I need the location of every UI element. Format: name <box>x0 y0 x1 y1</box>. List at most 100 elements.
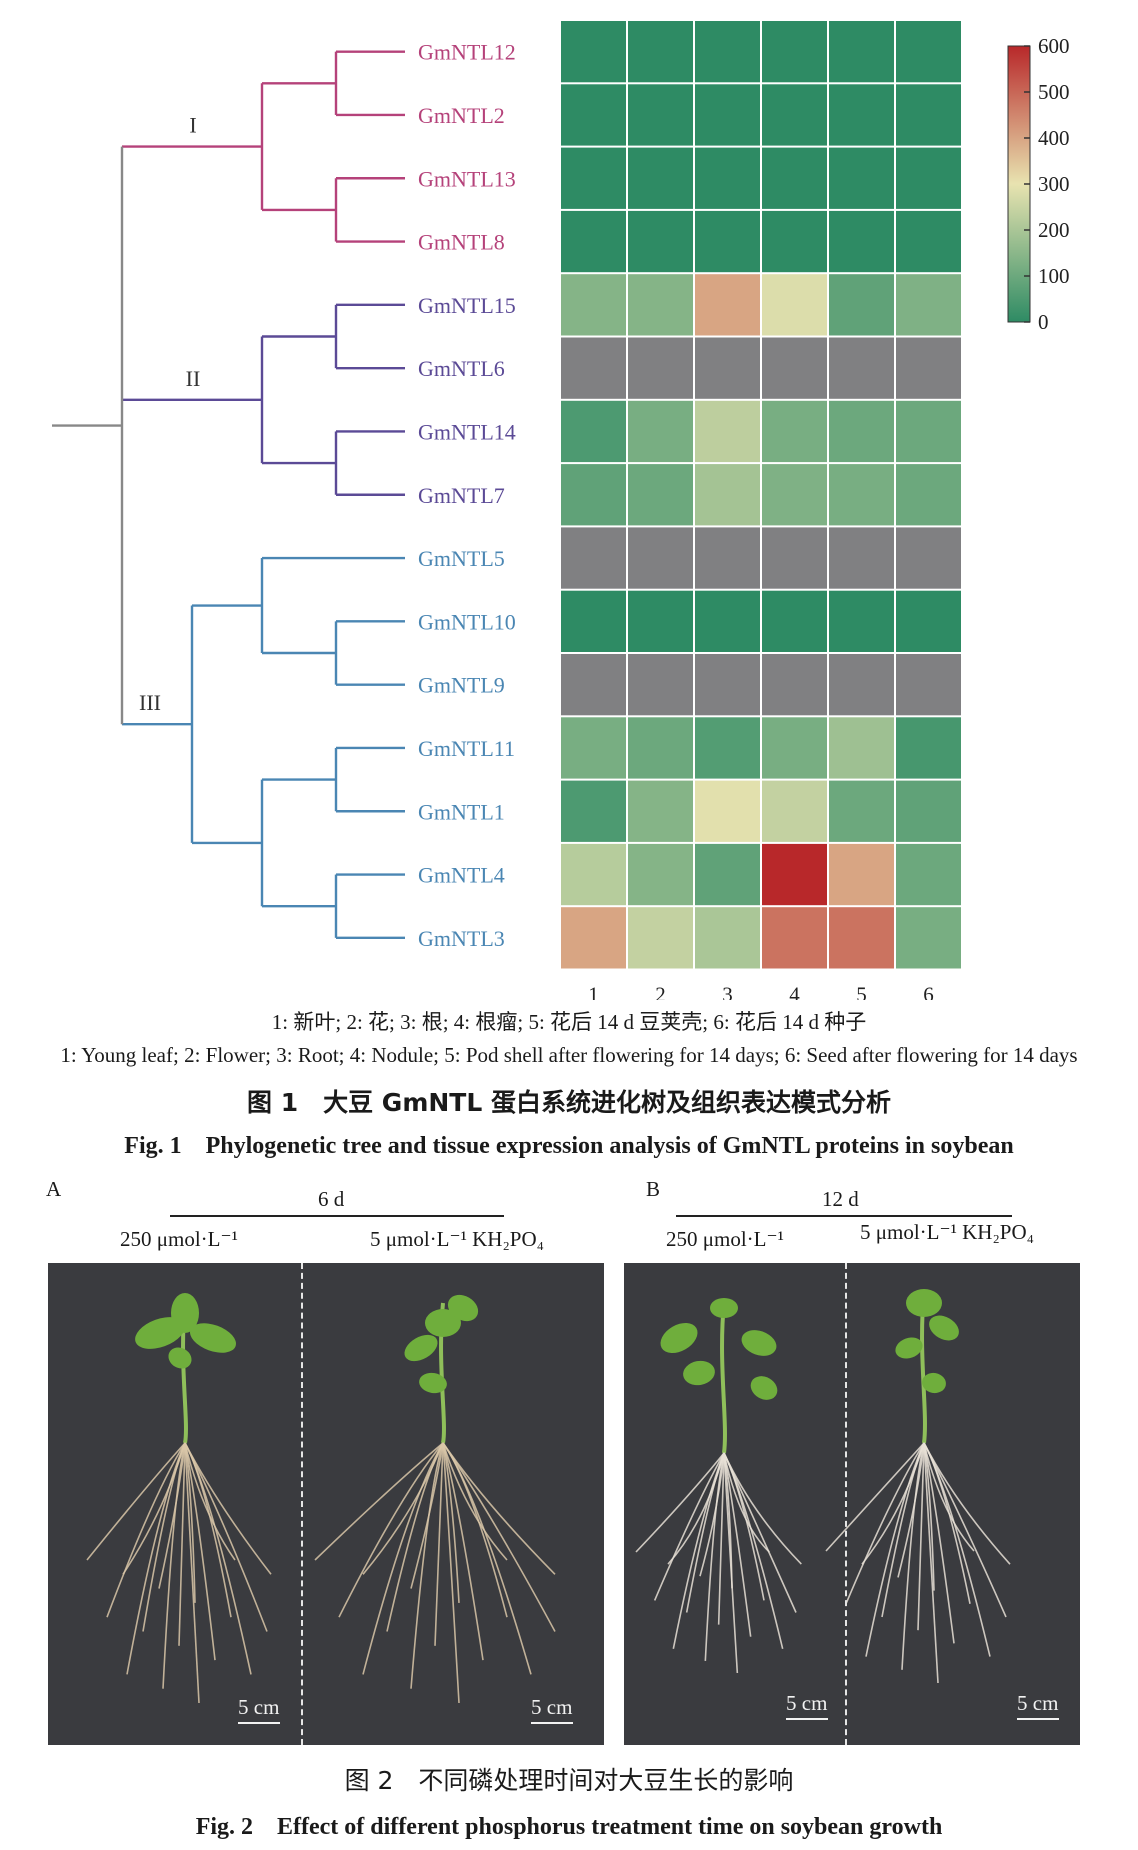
heatmap-cell <box>896 464 961 526</box>
heatmap-cell <box>829 590 894 652</box>
heatmap-cell <box>628 21 693 83</box>
heatmap-cell <box>561 590 626 652</box>
heatmap-cell <box>829 337 894 399</box>
heatmap-cell <box>762 274 827 336</box>
heatmap-cell <box>628 527 693 589</box>
gene-label: GmNTL7 <box>418 483 505 508</box>
panel-a-duration-bar <box>170 1215 504 1217</box>
gene-label: GmNTL11 <box>418 736 515 761</box>
x-tick-label: 6 <box>923 983 934 1001</box>
heatmap-cell <box>561 527 626 589</box>
panel-a-right-label: 5 μmol·L⁻¹ KH₂PO₄ <box>370 1227 544 1251</box>
gene-label: GmNTL15 <box>418 293 516 318</box>
panel-a-photo: 5 cm 5 cm <box>48 1263 604 1745</box>
gene-label: GmNTL10 <box>418 609 516 634</box>
gene-label: GmNTL14 <box>418 419 516 444</box>
heatmap-cell <box>561 654 626 716</box>
heatmap-cell <box>896 274 961 336</box>
heatmap-cell <box>762 717 827 779</box>
panel-b-scale-left: 5 cm <box>786 1691 828 1720</box>
heatmap-cell <box>695 147 760 209</box>
heatmap-cell <box>829 780 894 842</box>
root <box>923 1442 955 1644</box>
heatmap-cell <box>695 527 760 589</box>
heatmap-cell <box>628 210 693 273</box>
heatmap-cell <box>695 21 760 83</box>
root <box>142 1442 186 1632</box>
heatmap-cell <box>561 717 626 779</box>
root <box>386 1442 444 1632</box>
root <box>699 1452 725 1577</box>
panel-a-scale-left: 5 cm <box>238 1695 280 1724</box>
root <box>442 1442 556 1575</box>
panel-b-photo: 5 cm 5 cm <box>624 1263 1080 1745</box>
panel-a-letter: A <box>46 1177 62 1201</box>
leaf <box>190 1323 236 1353</box>
heatmap-cell <box>628 907 693 969</box>
root <box>723 1452 802 1565</box>
figure-1-title-zh: 图 1 大豆 GmNTL 蛋白系统进化树及组织表达模式分析 <box>247 1088 891 1117</box>
root <box>158 1442 186 1589</box>
clade-label: III <box>139 690 161 715</box>
heatmap-cell <box>829 84 894 146</box>
root <box>442 1442 460 1704</box>
heatmap-cell <box>561 147 626 209</box>
leaf <box>168 1347 192 1369</box>
heatmap-cell <box>628 400 693 463</box>
clade-label: II <box>186 366 201 391</box>
root <box>184 1442 272 1575</box>
heatmap-cell <box>561 337 626 399</box>
root <box>184 1442 268 1632</box>
heatmap-cell <box>896 210 961 273</box>
heatmap-cell <box>829 907 894 969</box>
root <box>314 1442 444 1561</box>
heatmap-cell <box>762 780 827 842</box>
root <box>901 1442 925 1670</box>
leaf <box>447 1294 479 1322</box>
x-tick-label: 4 <box>789 983 800 1001</box>
heatmap-cell <box>762 907 827 969</box>
colorbar-tick-label: 600 <box>1038 34 1070 58</box>
leaf <box>929 1315 959 1341</box>
root <box>184 1442 216 1661</box>
root <box>442 1442 484 1661</box>
heatmap-cell <box>561 400 626 463</box>
leaf <box>404 1334 438 1362</box>
root <box>653 1452 725 1601</box>
heatmap-cell <box>695 400 760 463</box>
heatmap-cell <box>628 590 693 652</box>
panel-a-duration: 6 d <box>318 1187 345 1211</box>
root <box>845 1442 925 1605</box>
leaf <box>683 1360 715 1386</box>
root <box>434 1442 444 1646</box>
heatmap-cell <box>896 21 961 83</box>
heatmap-cell <box>762 84 827 146</box>
root <box>923 1442 1011 1565</box>
heatmap-cell <box>896 527 961 589</box>
figure-1-title-en: Fig. 1 Phylogenetic tree and tissue expr… <box>124 1133 1014 1159</box>
panel-a-seedlings <box>86 1293 556 1704</box>
heatmap-cell <box>561 84 626 146</box>
heatmap-cell <box>829 464 894 526</box>
leaf <box>750 1376 778 1400</box>
gene-label: GmNTL9 <box>418 673 505 698</box>
root <box>917 1442 925 1631</box>
heatmap-cell <box>628 337 693 399</box>
heatmap-cell <box>762 400 827 463</box>
root <box>184 1442 236 1561</box>
root <box>723 1452 770 1553</box>
gene-label: GmNTL2 <box>418 103 505 128</box>
heatmap-cell <box>561 274 626 336</box>
heatmap-cell <box>695 464 760 526</box>
heatmap-cell <box>829 21 894 83</box>
panel-b-divider <box>845 1263 847 1745</box>
x-tick-label: 2 <box>655 983 666 1001</box>
heatmap-cell <box>896 590 961 652</box>
root <box>881 1442 925 1618</box>
heatmap-cell <box>762 527 827 589</box>
gene-label: GmNTL12 <box>418 40 516 65</box>
gene-label: GmNTL4 <box>418 863 505 888</box>
heatmap-frame <box>559 19 963 971</box>
root <box>923 1442 1007 1618</box>
heatmap-cell <box>762 654 827 716</box>
